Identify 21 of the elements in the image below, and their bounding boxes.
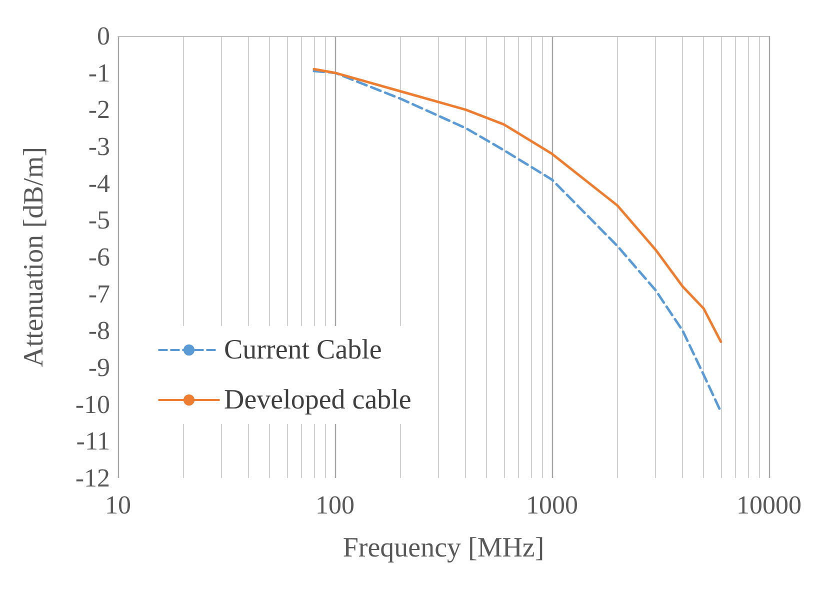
y-tick-label: -1 xyxy=(88,58,110,88)
x-tick-label: 10 xyxy=(105,490,131,520)
x-tick-label: 100 xyxy=(316,490,354,520)
x-tick-label: 10000 xyxy=(736,490,802,520)
y-tick-label: -6 xyxy=(88,242,110,272)
y-tick-label: -4 xyxy=(88,168,110,198)
y-tick-label: -11 xyxy=(76,426,110,456)
y-tick-label: -7 xyxy=(88,279,110,308)
x-axis-title: Frequency [MHz] xyxy=(342,532,544,564)
y-tick-label: -9 xyxy=(88,353,110,382)
y-tick-label: 0 xyxy=(97,22,110,50)
y-tick-label: -5 xyxy=(88,206,110,235)
y-axis-title: Attenuation [dB/m] xyxy=(18,146,50,368)
y-tick-label: -3 xyxy=(88,132,110,161)
y-tick-label: -12 xyxy=(75,464,110,492)
legend-label: Developed cable xyxy=(224,384,412,416)
y-tick-label: -10 xyxy=(75,390,110,419)
x-tick-label: 1000 xyxy=(526,490,578,520)
legend-label: Current Cable xyxy=(224,334,382,366)
y-tick-label: -8 xyxy=(88,316,110,346)
y-tick-label: -2 xyxy=(88,95,110,124)
